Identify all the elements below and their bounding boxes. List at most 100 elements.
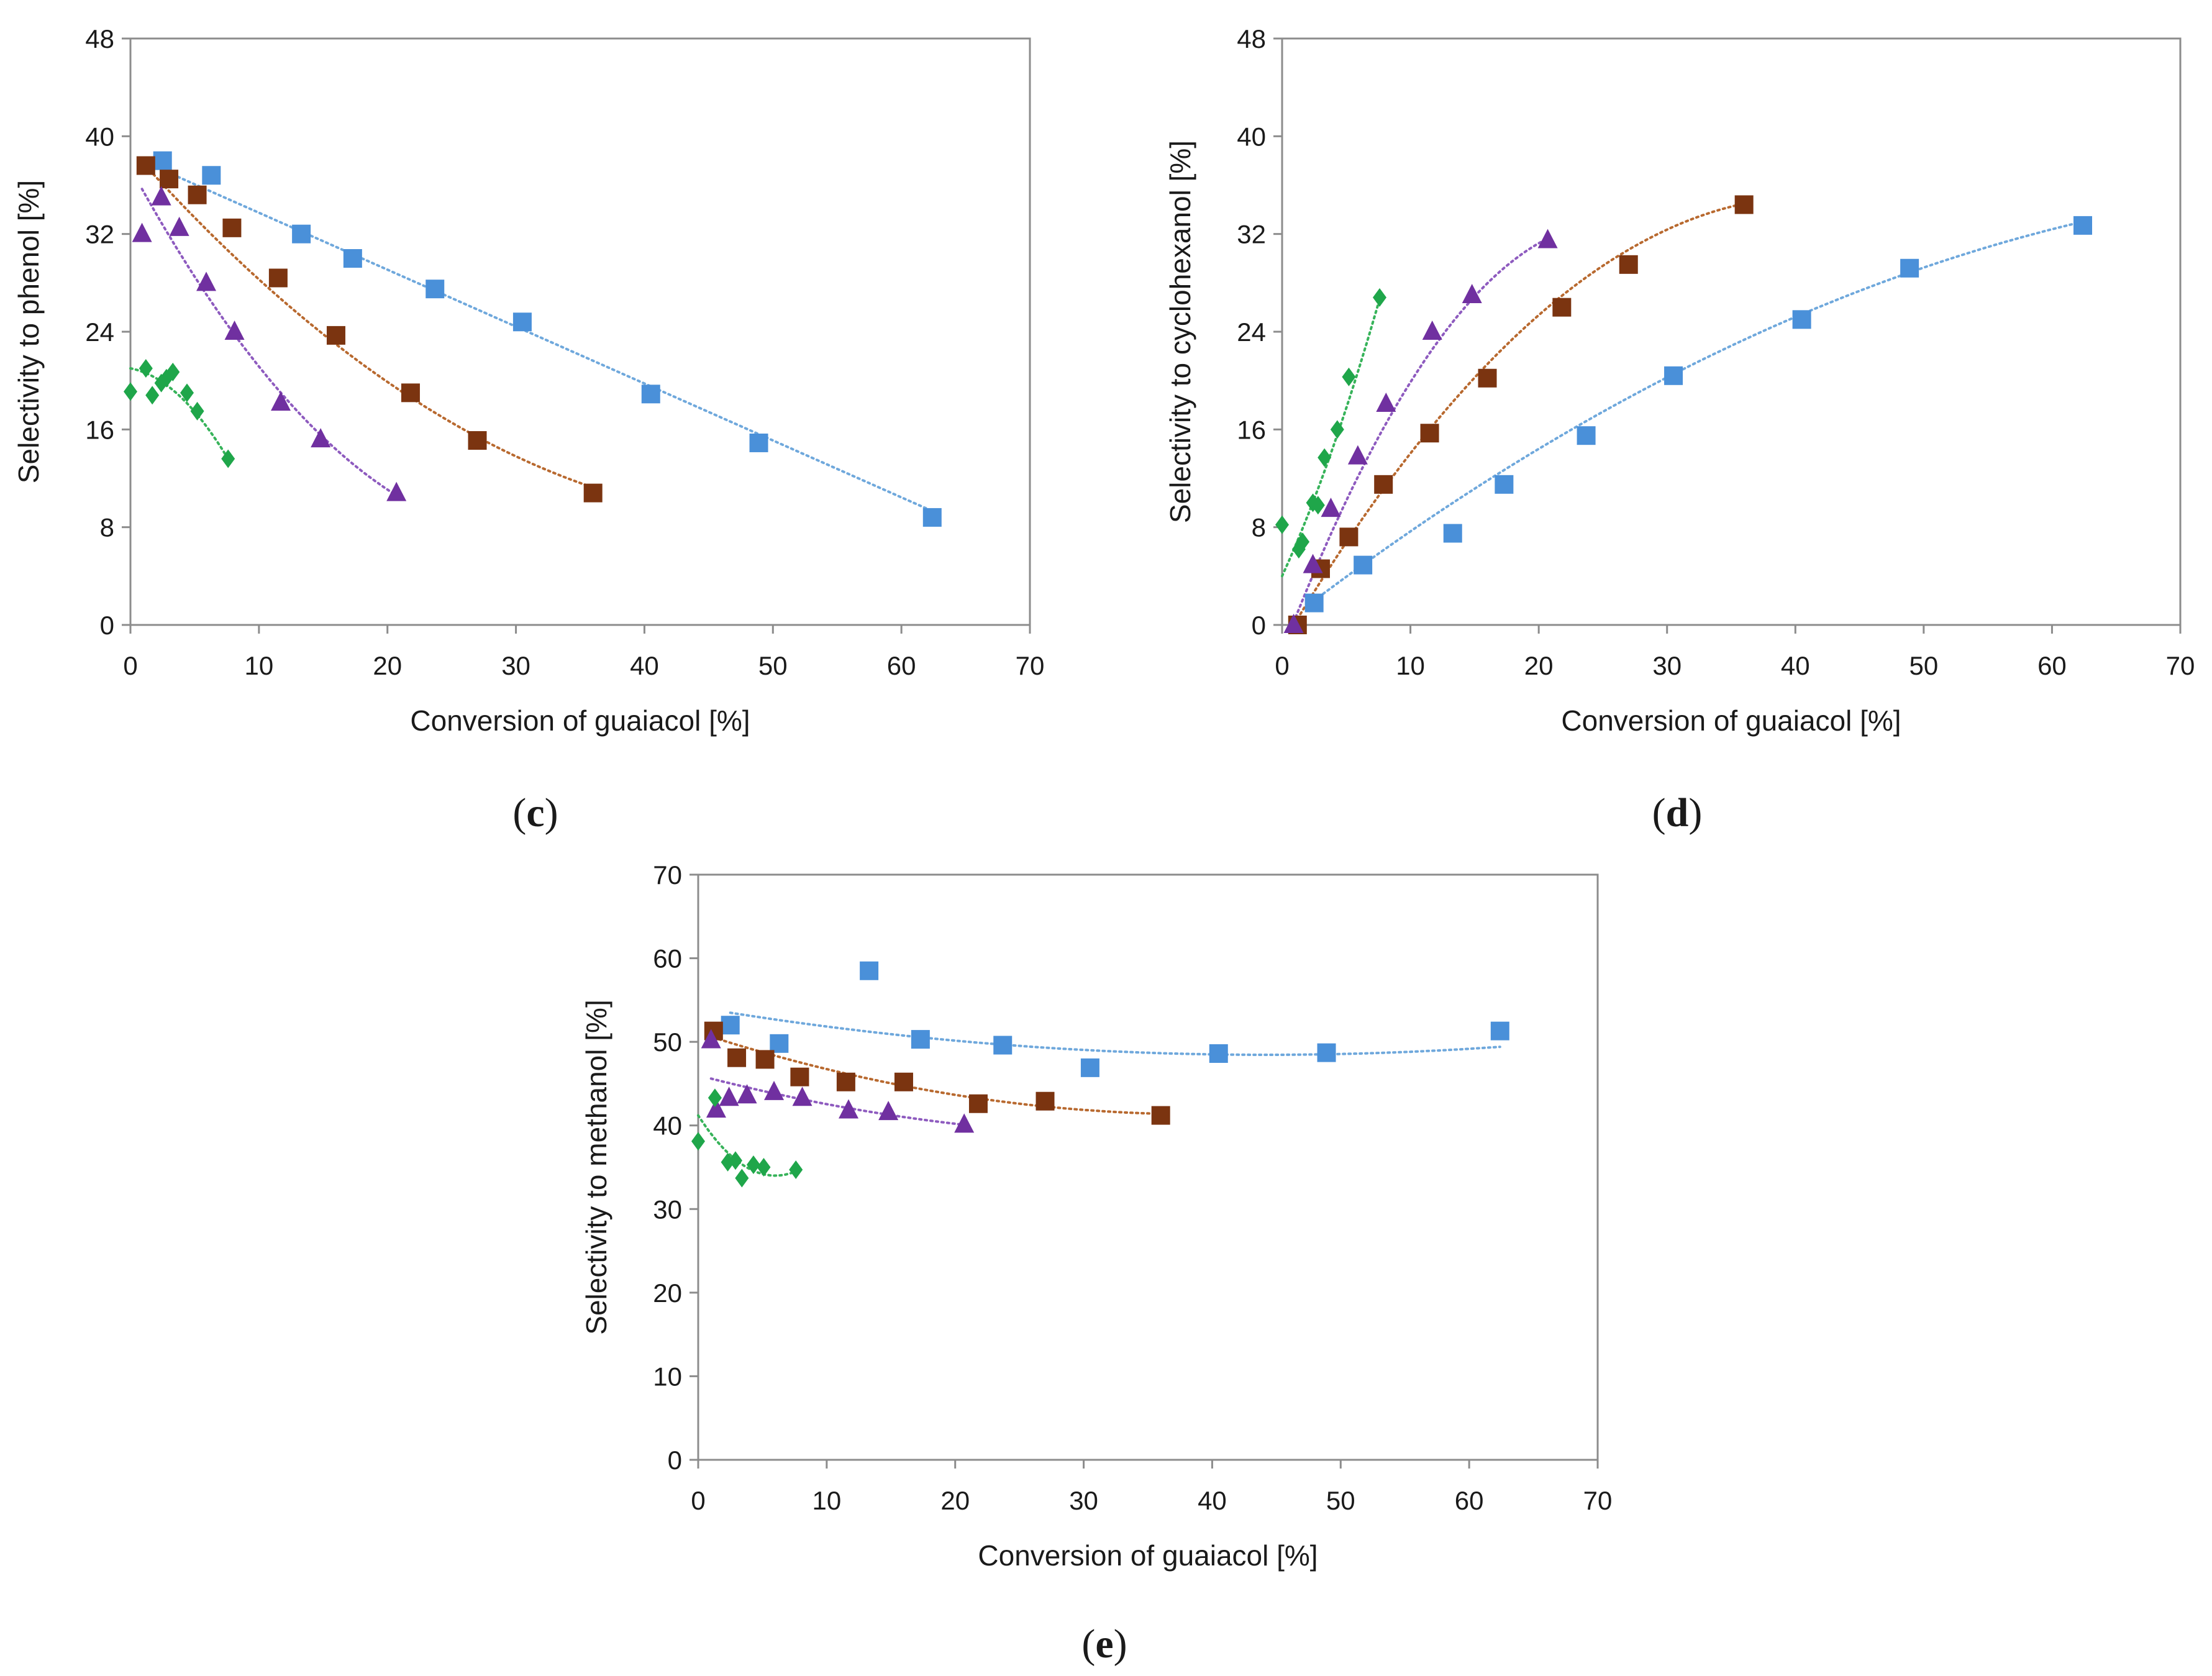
data-point-green [190,401,204,421]
trendline-blue [1313,220,2084,602]
data-point-brown [727,1048,747,1067]
y-tick-label: 8 [1252,513,1266,542]
data-point-purple [196,271,217,291]
data-point-blue [922,508,942,527]
data-point-blue [1443,524,1462,543]
y-axis-title: Selectivity to methanol [%] [580,1000,612,1334]
data-point-blue [1354,555,1373,575]
data-point-blue [1900,258,1919,278]
data-point-blue [860,961,879,980]
y-tick-label: 40 [1237,122,1266,151]
data-point-purple [701,1029,721,1049]
x-tick-label: 20 [940,1486,970,1515]
trendline-brown [144,165,594,489]
data-point-green [221,449,235,468]
panel-label-close-paren: ) [1688,790,1702,836]
panel-label-close-paren: ) [1114,1621,1127,1667]
y-tick-label: 32 [1237,220,1266,249]
data-point-green [746,1155,760,1174]
data-point-brown [1552,298,1572,317]
data-point-purple [151,186,171,206]
data-point-purple [169,216,189,236]
panel-label-close-paren: ) [545,790,558,836]
y-tick-label: 16 [85,415,114,444]
data-point-brown [1374,475,1393,494]
data-point-brown [1035,1091,1055,1111]
x-tick-label: 0 [123,651,137,680]
x-tick-label: 10 [1396,651,1425,680]
panel-label-open-paren: ( [512,790,526,836]
x-axis-title: Conversion of guaiacol [%] [410,704,750,737]
data-point-blue [1577,426,1596,445]
y-tick-label: 32 [85,220,114,249]
x-tick-label: 0 [1275,651,1289,680]
data-point-blue [1304,593,1324,613]
y-tick-label: 0 [668,1446,682,1475]
x-tick-label: 0 [691,1486,705,1515]
data-point-purple [1347,445,1368,465]
plot-area-frame [697,873,1599,1461]
data-point-purple [271,391,291,411]
data-point-brown [222,218,242,237]
data-point-purple [386,481,407,501]
data-point-purple [878,1101,899,1121]
data-point-purple [764,1080,785,1100]
data-point-blue [1792,310,1811,329]
y-tick-label: 48 [85,24,114,53]
data-point-purple [719,1086,739,1106]
data-point-green [1311,496,1325,515]
data-point-blue [1495,475,1514,494]
panel-label-open-paren: ( [1081,1621,1095,1667]
data-point-purple [1422,321,1442,340]
panel-label-letter: c [526,790,544,836]
x-tick-label: 70 [2166,651,2195,680]
data-point-green [1296,532,1310,552]
y-axis-title: Selectivity to cyclohexanol [%] [1164,140,1196,523]
data-point-green [708,1088,722,1108]
data-point-brown [836,1072,855,1091]
y-tick-label: 40 [85,122,114,151]
data-point-green [166,362,180,381]
y-axis-title: Selectivity to phenol [%] [12,180,45,483]
data-point-green [180,383,194,403]
data-point-brown [268,268,288,288]
data-point-green [728,1151,742,1170]
trendline-purple [709,1077,966,1126]
x-tick-label: 20 [1524,651,1554,680]
y-tick-label: 60 [653,944,682,973]
data-point-brown [968,1094,988,1113]
y-tick-label: 70 [653,860,682,890]
data-point-blue [426,280,445,299]
y-tick-label: 40 [653,1111,682,1141]
data-point-blue [292,224,311,244]
trendline-purple [1292,237,1549,624]
x-tick-label: 50 [758,651,788,680]
data-point-brown [894,1072,913,1091]
x-tick-label: 50 [1326,1486,1355,1515]
data-point-brown [401,383,420,403]
data-point-blue [512,312,532,332]
data-point-purple [1462,284,1482,303]
data-point-green [1372,288,1386,307]
panel-label: (d) [1652,790,1703,836]
y-tick-label: 24 [85,317,114,347]
data-point-blue [1317,1043,1336,1062]
data-point-brown [1420,424,1439,443]
data-point-blue [1080,1058,1099,1077]
y-tick-label: 50 [653,1027,682,1057]
x-tick-label: 30 [1069,1486,1098,1515]
trendline-purple [140,188,398,497]
data-point-blue [1490,1021,1509,1041]
trendline-blue [161,168,934,512]
data-point-purple [1303,553,1323,573]
trendline-green [129,367,230,460]
data-point-brown [1734,195,1754,214]
x-tick-label: 40 [1198,1486,1227,1515]
data-point-green [124,382,137,401]
data-point-brown [160,170,179,189]
y-tick-label: 0 [1252,611,1266,640]
x-tick-label: 30 [501,651,530,680]
data-point-brown [468,431,487,450]
data-point-green [1330,420,1344,439]
data-point-brown [1151,1106,1170,1125]
